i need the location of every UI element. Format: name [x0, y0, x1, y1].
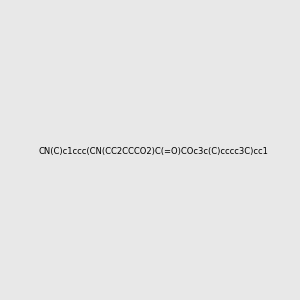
Text: CN(C)c1ccc(CN(CC2CCCO2)C(=O)COc3c(C)cccc3C)cc1: CN(C)c1ccc(CN(CC2CCCO2)C(=O)COc3c(C)cccc… [39, 147, 269, 156]
